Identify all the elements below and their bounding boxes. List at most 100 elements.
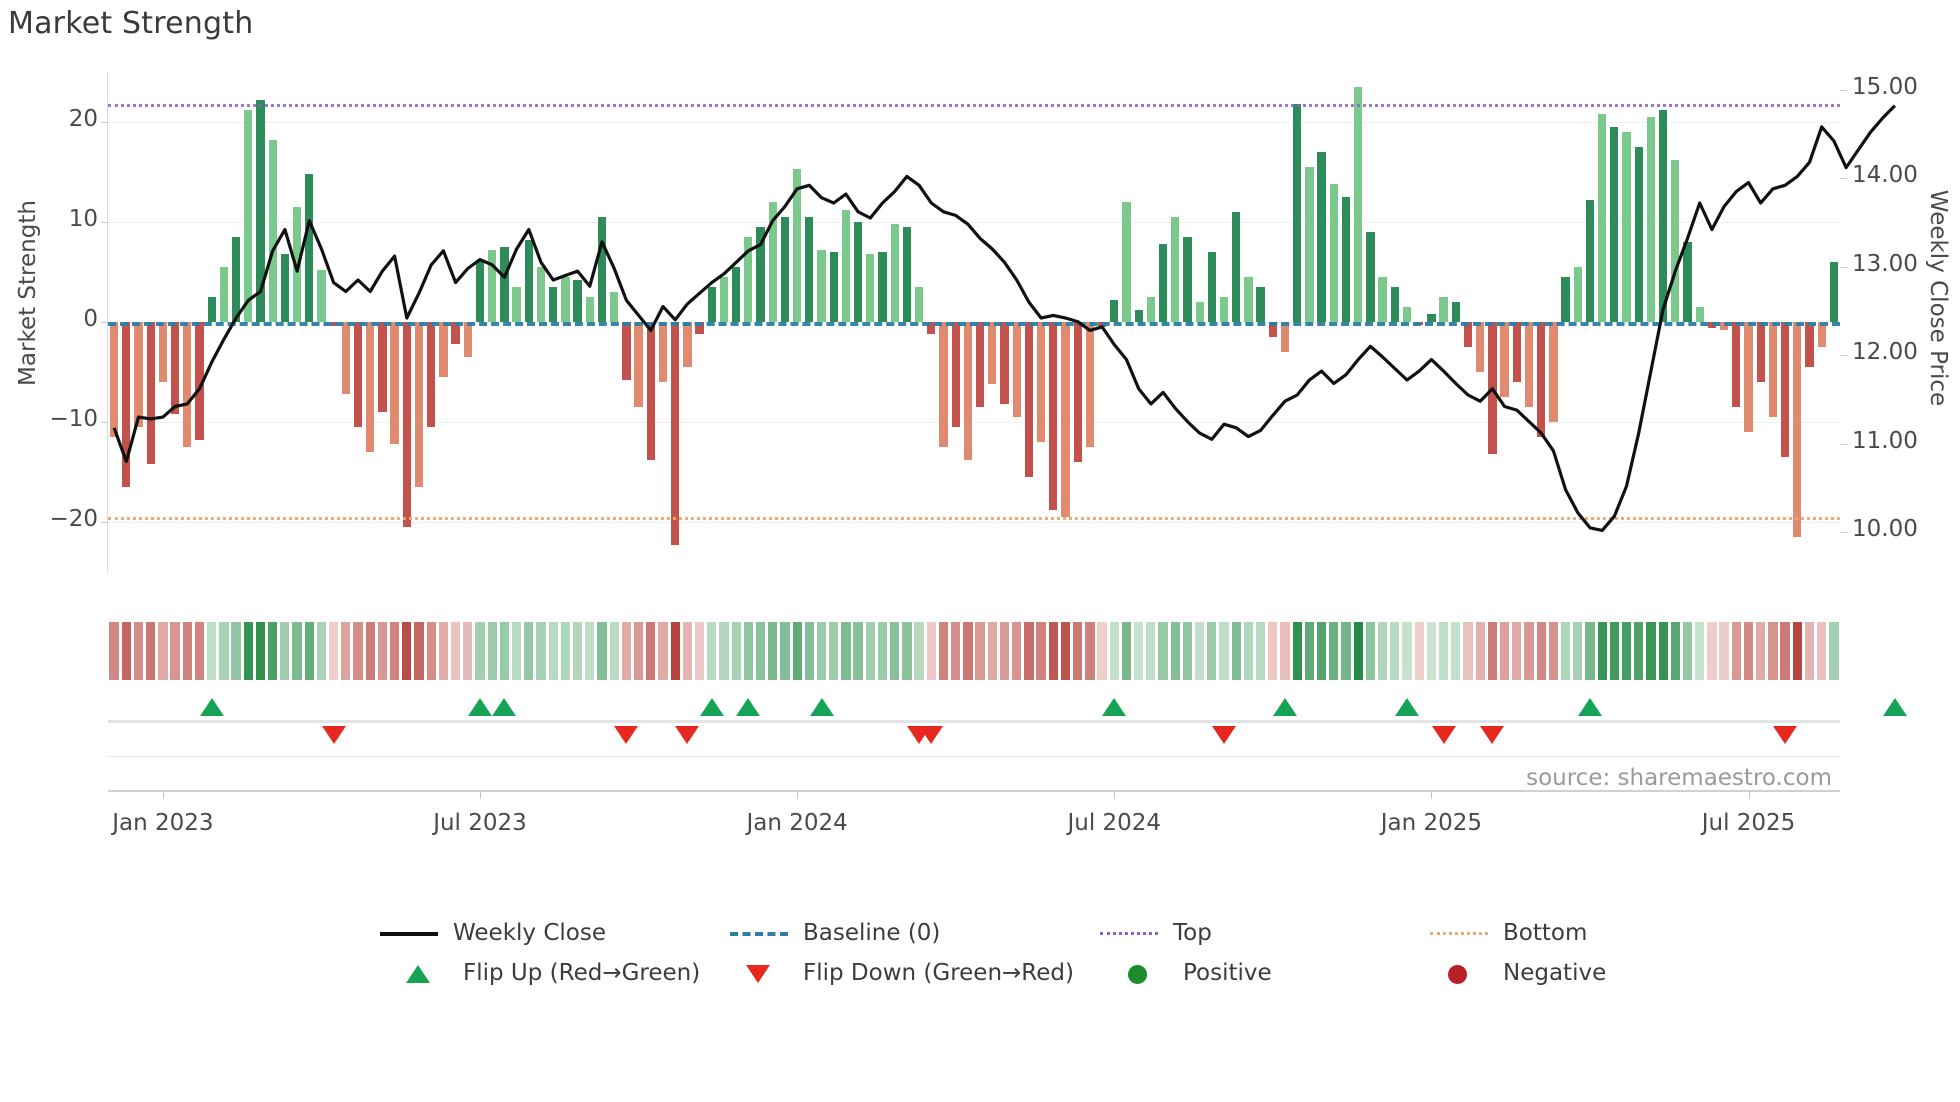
flip-axis-line — [108, 720, 1840, 723]
bar — [183, 322, 192, 447]
heat-strip-cell — [1609, 622, 1619, 680]
flip-down-marker — [675, 726, 700, 744]
bar — [732, 267, 741, 322]
bar — [1146, 297, 1155, 322]
bar — [1610, 127, 1619, 322]
y-axis-left-tickmark — [101, 522, 108, 523]
bar — [1366, 232, 1375, 322]
flip-up-marker — [736, 698, 761, 716]
x-axis-tick-label: Jan 2025 — [1380, 810, 1483, 836]
heat-strip-cell — [1365, 622, 1376, 680]
heat-strip-cell — [1524, 622, 1534, 680]
legend-item[interactable]: Baseline (0) — [728, 920, 940, 946]
heat-strip-cell — [865, 622, 875, 680]
heat-strip-cell — [1573, 622, 1583, 680]
heat-strip-cell — [170, 622, 180, 680]
y-axis-left-tickmark — [101, 222, 108, 223]
bar — [1561, 277, 1570, 322]
heat-strip-cell — [1658, 622, 1668, 680]
heat-strip-cell — [1512, 622, 1522, 680]
heat-strip-cell — [1682, 622, 1693, 680]
bar — [1439, 297, 1448, 322]
legend-item[interactable]: Top — [1098, 920, 1212, 946]
heat-strip-cell — [609, 622, 619, 680]
heat-strip-cell — [1768, 622, 1778, 680]
heat-strip-cell — [1829, 622, 1839, 680]
heat-strip-cell — [816, 622, 827, 680]
triangle-down-icon — [728, 961, 790, 985]
bar — [1110, 300, 1119, 322]
flip-up-marker — [1273, 698, 1298, 716]
heat-strip-cell — [1426, 622, 1437, 680]
legend-item[interactable]: Bottom — [1428, 920, 1587, 946]
gridline — [108, 222, 1840, 223]
bar — [1134, 310, 1143, 322]
bar — [1780, 322, 1790, 457]
bar — [1329, 184, 1338, 322]
x-axis-tickmark — [1114, 790, 1116, 799]
y-axis-right-title: Weekly Close Price — [1925, 189, 1951, 407]
legend-item[interactable]: Flip Up (Red→Green) — [388, 960, 700, 986]
heat-strip-cell — [1158, 622, 1168, 680]
gridline — [108, 522, 1840, 523]
heat-strip-cell — [1707, 622, 1717, 680]
heat-strip-cell — [1304, 622, 1315, 680]
bar — [1549, 322, 1558, 422]
bar — [853, 222, 863, 322]
heat-strip-cell — [975, 622, 985, 680]
legend-item[interactable]: Positive — [1108, 960, 1272, 986]
dotted-line-icon — [1428, 921, 1490, 945]
bar — [817, 250, 826, 322]
bar — [146, 322, 155, 464]
bar — [756, 227, 765, 322]
circle-marker-icon — [1108, 961, 1170, 985]
bar — [500, 247, 509, 322]
bar — [622, 322, 631, 380]
flip-down-marker — [1431, 726, 1456, 744]
heat-strip-cell — [1182, 622, 1193, 680]
heat-strip-cell — [316, 622, 327, 680]
legend-label: Flip Down (Green→Red) — [803, 960, 1074, 986]
flip-up-marker — [1882, 698, 1907, 716]
bar — [1671, 160, 1680, 322]
bar — [963, 322, 973, 460]
baseline-reference-line — [108, 322, 1840, 326]
heat-strip-cell — [1743, 622, 1754, 680]
y-axis-right-tickmark — [1840, 532, 1847, 534]
heat-strip-cell — [621, 622, 631, 680]
legend-item[interactable]: Flip Down (Green→Red) — [728, 960, 1074, 986]
bar — [902, 227, 912, 322]
bar — [1012, 322, 1021, 417]
heat-strip-cell — [1024, 622, 1034, 680]
heat-strip-cell — [1097, 622, 1107, 680]
bar — [719, 277, 729, 322]
heat-strip-cell — [670, 622, 680, 680]
legend-row-2: Flip Up (Red→Green) Flip Down (Green→Red)… — [108, 960, 1840, 1000]
page-title: Market Strength — [8, 6, 254, 41]
legend-item[interactable]: Weekly Close — [378, 920, 606, 946]
bar — [1622, 132, 1631, 322]
bar — [1244, 277, 1253, 322]
x-axis-tick-label: Jul 2024 — [1067, 810, 1162, 836]
legend-row-1: Weekly Close Baseline (0) Top Bottom — [108, 920, 1840, 960]
y-axis-left-tickmark — [101, 122, 108, 123]
bar — [305, 174, 314, 322]
bar — [866, 254, 875, 322]
legend-item[interactable]: Negative — [1428, 960, 1606, 986]
bar — [512, 287, 521, 322]
heat-strip-cell — [1329, 622, 1339, 680]
y-axis-right-tick-label: 12.00 — [1852, 339, 1918, 366]
heat-strip-cell — [1195, 622, 1205, 680]
y-axis-right-tick-label: 15.00 — [1852, 73, 1918, 100]
heat-strip-cell — [1585, 622, 1595, 680]
bar — [1756, 322, 1765, 382]
heat-strip-cell — [1048, 622, 1058, 680]
bar — [256, 100, 265, 322]
x-axis-tickmark — [1431, 790, 1433, 799]
legend-label: Flip Up (Red→Green) — [463, 960, 701, 986]
heat-strip-cell — [231, 622, 241, 680]
legend-label: Baseline (0) — [803, 920, 941, 946]
heat-strip-cell — [1146, 622, 1156, 680]
top-reference-line — [108, 104, 1840, 107]
